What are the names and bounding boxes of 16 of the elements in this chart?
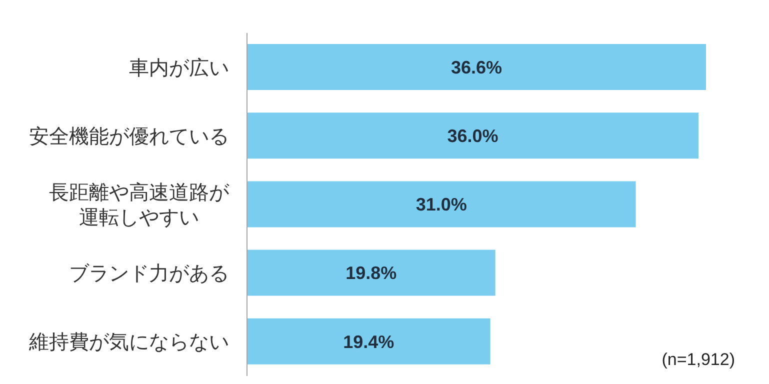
bar [247,112,698,159]
y-tick-label: ブランド力がある [69,261,229,286]
bar [247,181,636,228]
bar [247,250,496,296]
y-tick-label: 長距離や高速道路が運転しやすい [49,180,230,229]
data-label: 36.6% [450,57,502,78]
y-tick-label: 安全機能が優れている [29,124,229,148]
data-label: 19.8% [346,263,397,284]
data-label: 36.0% [447,126,498,146]
y-tick-label: 維持費が気にならない [28,330,229,354]
y-tick-label: 車内が広い [129,55,229,80]
bar [247,44,706,90]
annotation: (n=1,912) [662,350,735,370]
data-label: 19.4% [343,332,394,352]
data-label: 31.0% [416,194,467,215]
bar [247,318,490,364]
